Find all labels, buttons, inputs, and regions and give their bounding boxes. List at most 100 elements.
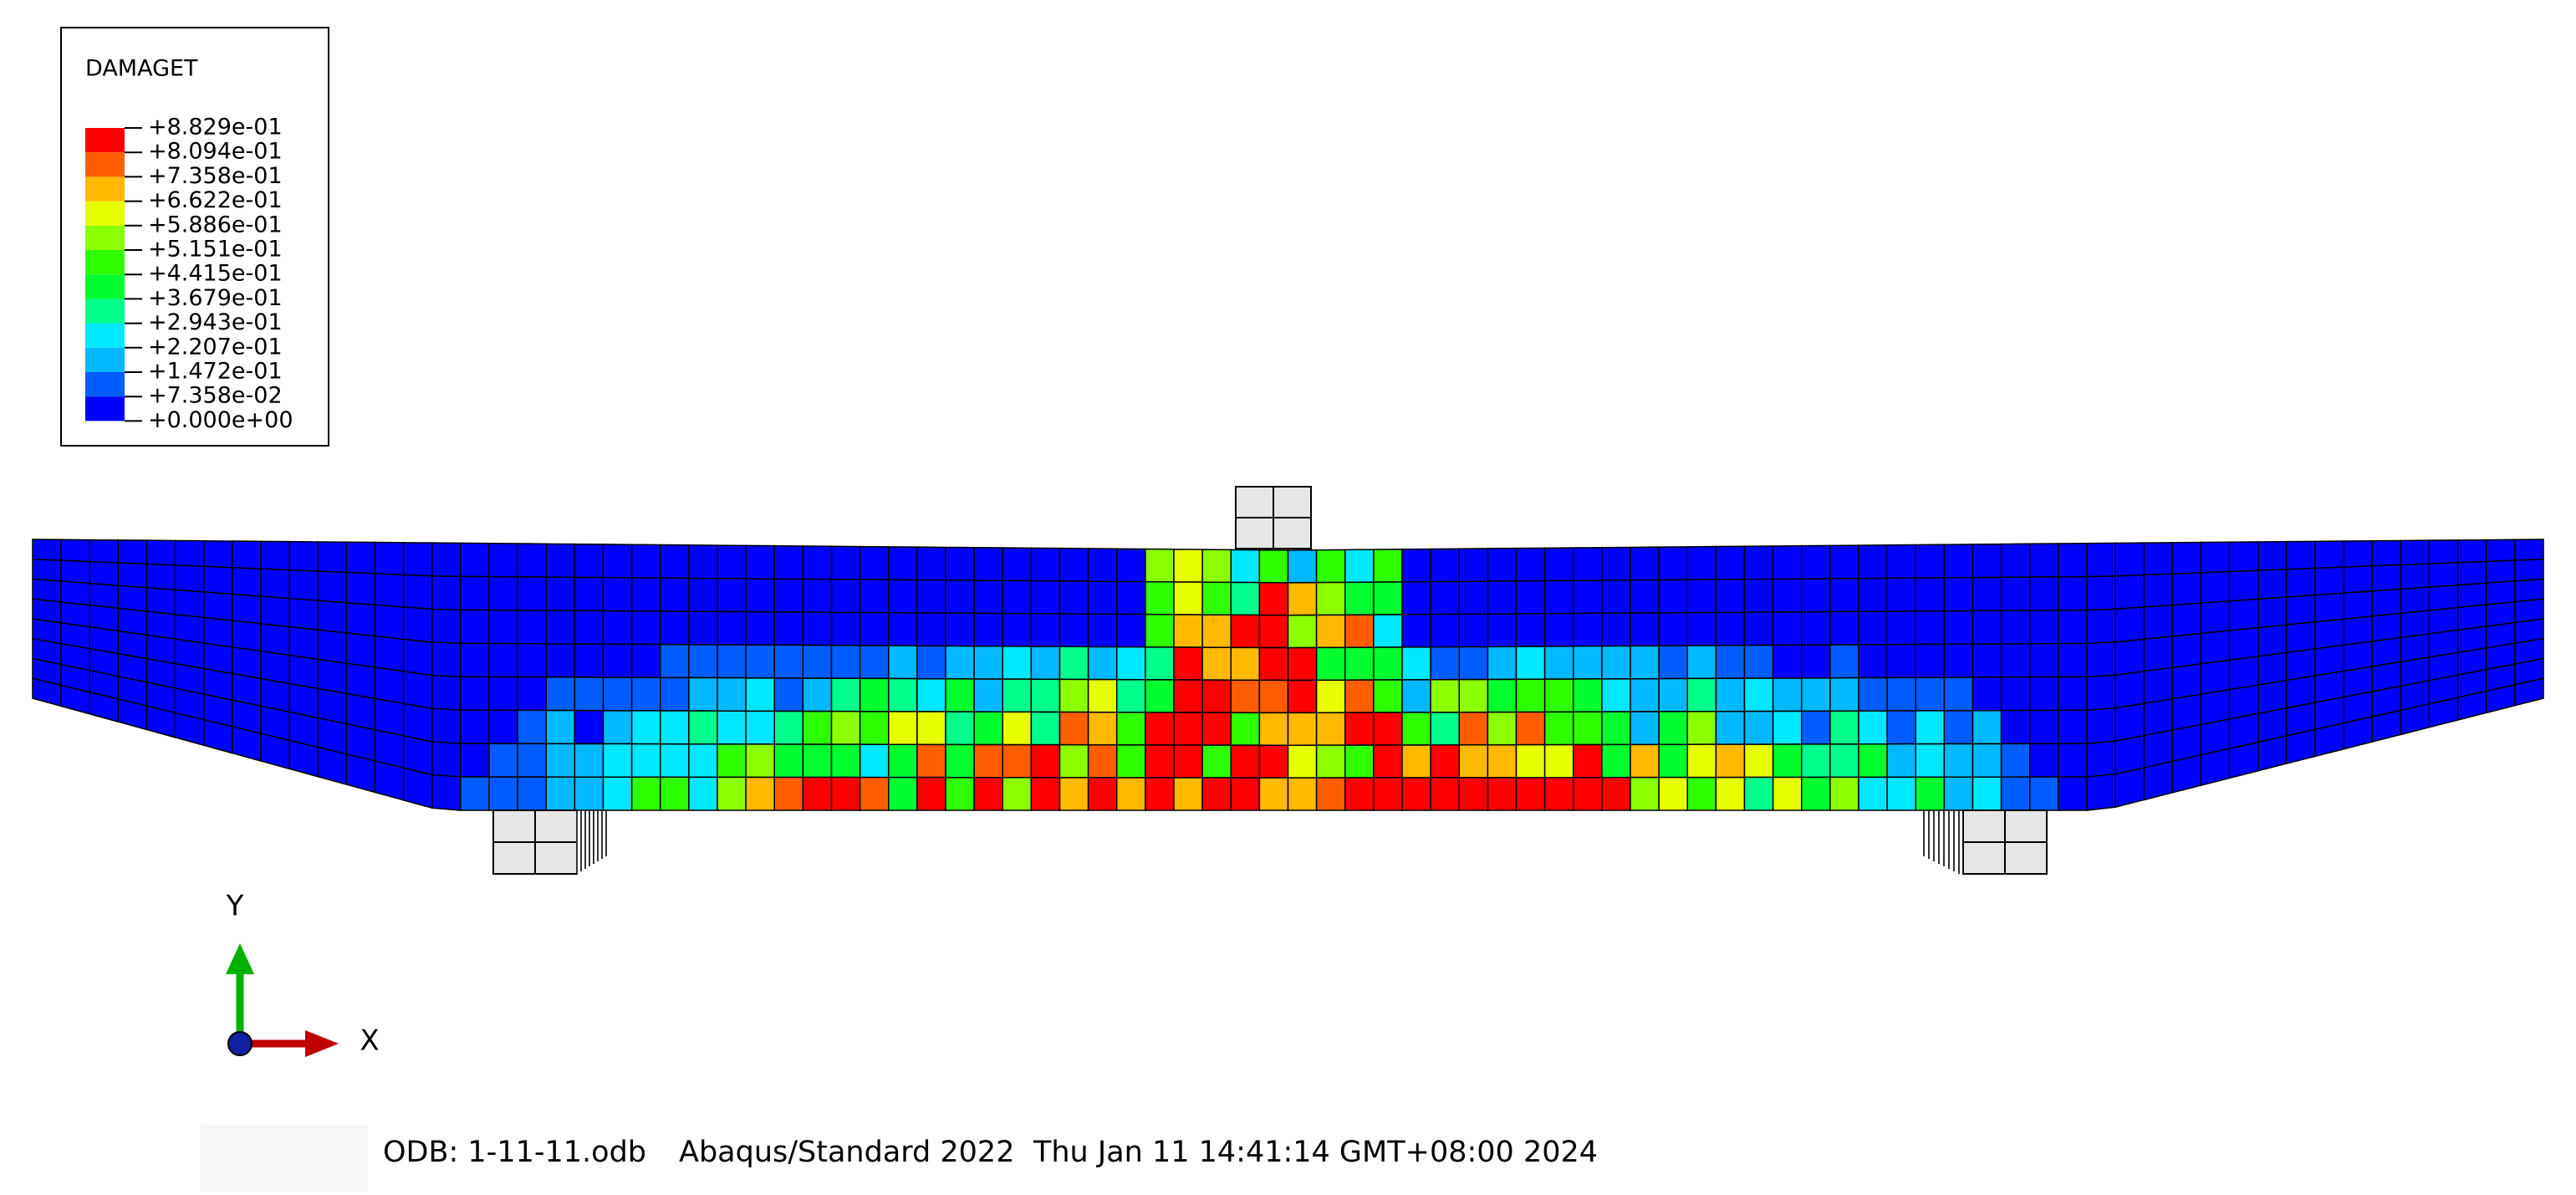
- mesh-element: [545, 543, 576, 579]
- mesh-element: [89, 539, 120, 564]
- mesh-element: [460, 642, 490, 678]
- mesh-element: [1801, 610, 1831, 646]
- mesh-element: [1829, 677, 1859, 712]
- mesh-element: [830, 578, 861, 614]
- mesh-element: [1972, 709, 2002, 745]
- mesh-element: [1030, 547, 1061, 582]
- mesh-element: [745, 710, 775, 745]
- legend-label: +7.358e-01: [148, 163, 283, 189]
- mesh-element: [89, 560, 120, 586]
- mesh-element: [1658, 645, 1688, 680]
- mesh-element: [773, 644, 804, 679]
- mesh-element: [602, 610, 633, 646]
- mesh-element: [1630, 645, 1660, 680]
- mesh-element: [374, 635, 405, 672]
- mesh-element: [830, 644, 861, 680]
- mesh-element: [1030, 743, 1061, 779]
- mesh-element: [660, 776, 690, 811]
- mesh-element: [773, 743, 804, 779]
- legend-label: +8.094e-01: [148, 139, 283, 165]
- mesh-element: [1430, 711, 1460, 746]
- mesh-element: [1002, 777, 1033, 811]
- mesh-element: [2114, 542, 2145, 577]
- mesh-element: [1116, 744, 1146, 779]
- mesh-element: [1344, 679, 1375, 713]
- mesh-element: [945, 776, 975, 811]
- mesh-element: [1087, 580, 1118, 615]
- mesh-element: [1458, 711, 1489, 746]
- mesh-element: [602, 576, 633, 612]
- mesh-element: [1915, 776, 1946, 811]
- mesh-element: [745, 610, 775, 646]
- mesh-element: [1915, 643, 1946, 678]
- mesh-element: [1315, 581, 1346, 616]
- mesh-element: [1543, 678, 1574, 713]
- mesh-element: [117, 539, 148, 565]
- mesh-element: [431, 542, 462, 578]
- mesh-element: [2200, 630, 2231, 665]
- mesh-element: [1344, 549, 1375, 584]
- mesh-element: [317, 600, 348, 634]
- mesh-element: [1743, 677, 1774, 712]
- mesh-element: [888, 579, 918, 614]
- mesh-element: [32, 558, 62, 582]
- mesh-element: [232, 566, 262, 597]
- mesh-element: [802, 578, 833, 613]
- mesh-element: [1373, 744, 1403, 779]
- mesh-element: [945, 743, 975, 779]
- mesh-element: [1573, 678, 1603, 713]
- mesh-element: [2486, 580, 2516, 605]
- mesh-element: [916, 645, 946, 680]
- mesh-element: [830, 545, 861, 580]
- mesh-element: [402, 542, 433, 577]
- mesh-element: [630, 743, 661, 779]
- mesh-element: [174, 564, 205, 593]
- mesh-element: [602, 643, 633, 678]
- mesh-element: [1116, 777, 1146, 811]
- mesh-element: [232, 593, 262, 625]
- mesh-element: [1515, 612, 1546, 647]
- mesh-element: [1087, 613, 1118, 648]
- mesh-element: [1715, 710, 1746, 745]
- mesh-element: [1116, 580, 1146, 615]
- mesh-element: [1373, 549, 1403, 583]
- mesh-element: [1858, 577, 1888, 613]
- mesh-element: [660, 743, 690, 779]
- mesh-element: [1772, 610, 1803, 646]
- mesh-element: [1287, 549, 1318, 584]
- mesh-element: [1344, 614, 1375, 649]
- mesh-element: [2143, 604, 2174, 641]
- y-axis-label: Y: [226, 890, 244, 923]
- mesh-element: [260, 595, 290, 628]
- mesh-element: [1487, 547, 1518, 582]
- mesh-element: [1230, 549, 1261, 584]
- mesh-element: [2086, 674, 2116, 712]
- mesh-element: [1487, 743, 1518, 779]
- mesh-element: [1058, 580, 1089, 615]
- mesh-element: [2058, 743, 2088, 778]
- mesh-element: [1287, 777, 1318, 811]
- mesh-element: [802, 611, 833, 646]
- footer-odb: ODB: 1-11-11.odb: [383, 1136, 646, 1169]
- legend-label: +6.622e-01: [148, 187, 283, 213]
- mesh-element: [1030, 646, 1061, 681]
- mesh-element: [745, 644, 775, 679]
- mesh-element: [1002, 678, 1033, 713]
- mesh-element: [1002, 580, 1033, 615]
- mesh-element: [1344, 712, 1375, 746]
- mesh-element: [288, 626, 319, 661]
- mesh-element: [517, 576, 547, 611]
- mesh-element: [2343, 615, 2373, 646]
- mesh-element: [2058, 575, 2088, 611]
- mesh-element: [1630, 579, 1660, 614]
- mesh-element: [431, 575, 462, 611]
- mesh-element: [688, 710, 718, 745]
- mesh-element: [2371, 564, 2402, 592]
- mesh-element: [802, 710, 833, 745]
- mesh-element: [2400, 586, 2431, 615]
- mesh-element: [1772, 743, 1803, 779]
- mesh-element: [1116, 548, 1146, 583]
- mesh-element: [1801, 544, 1831, 580]
- mesh-element: [1201, 614, 1232, 649]
- mesh-element: [2200, 541, 2231, 574]
